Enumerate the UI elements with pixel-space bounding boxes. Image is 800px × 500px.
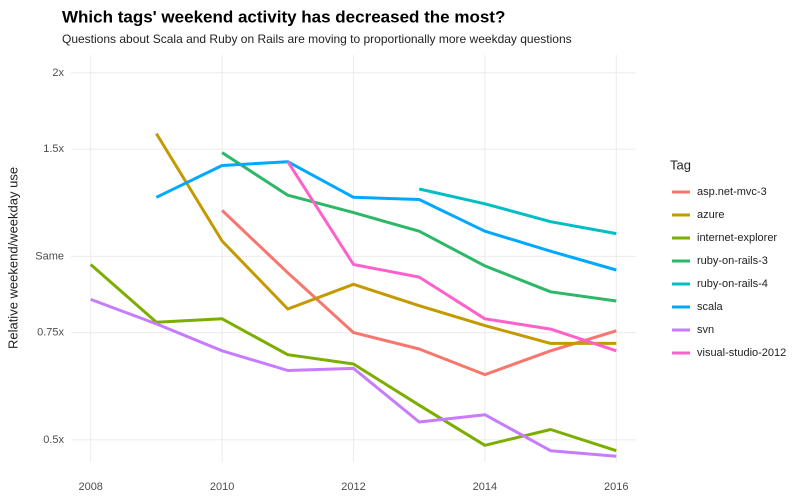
legend-label: scala	[697, 301, 724, 313]
legend-label: visual-studio-2012	[697, 347, 786, 359]
legend: Tag asp.net-mvc-3 azure internet-explorer r…	[670, 157, 786, 358]
lines	[89, 132, 617, 458]
legend-label: internet-explorer	[697, 232, 777, 244]
series-line	[90, 297, 617, 458]
x-tick-label: 2014	[473, 481, 497, 493]
grid: 0.5x 0.75x Same 1.5x 2x 2008 2010 2012 2014 2016	[35, 55, 636, 493]
y-tick-label: 0.75x	[37, 326, 64, 338]
y-tick-label: Same	[35, 250, 64, 262]
legend-label: svn	[697, 324, 714, 336]
series-line	[286, 160, 617, 353]
series-line	[155, 132, 617, 345]
chart-subtitle: Questions about Scala and Ruby on Rails …	[62, 32, 572, 46]
series-line	[155, 160, 617, 272]
y-axis-title: Relative weekend/weekday use	[5, 167, 20, 349]
x-tick-label: 2010	[210, 481, 234, 493]
series-line	[221, 209, 617, 377]
legend-label: ruby-on-rails-4	[697, 278, 768, 290]
y-tick-label: 1.5x	[43, 143, 64, 155]
series-line	[89, 263, 617, 453]
legend-title: Tag	[670, 157, 691, 172]
legend-label: asp.net-mvc-3	[697, 186, 767, 198]
series-line	[418, 187, 617, 236]
x-tick-label: 2016	[604, 481, 628, 493]
y-tick-label: 2x	[52, 67, 64, 79]
y-tick-label: 0.5x	[43, 434, 64, 446]
series-line	[221, 151, 617, 303]
legend-label: ruby-on-rails-3	[697, 255, 768, 267]
legend-label: azure	[697, 209, 725, 221]
chart-title: Which tags' weekend activity has decreas…	[62, 7, 505, 26]
x-tick-label: 2008	[78, 481, 102, 493]
x-tick-label: 2012	[341, 481, 365, 493]
